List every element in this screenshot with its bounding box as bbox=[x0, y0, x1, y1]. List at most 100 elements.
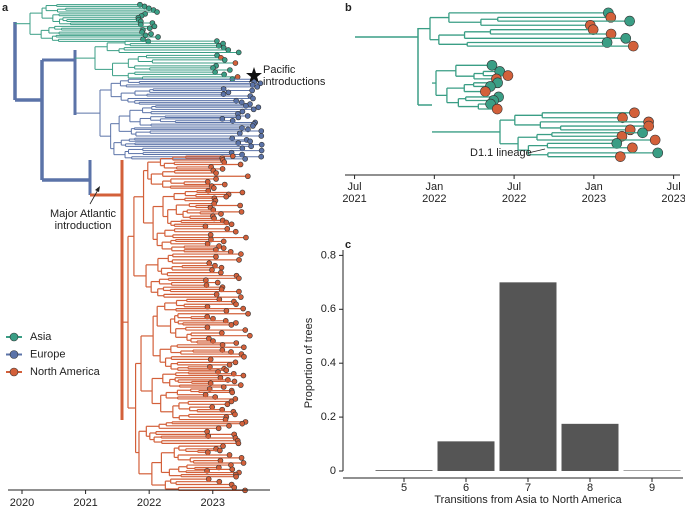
tree-tip bbox=[209, 267, 215, 273]
tree-tip bbox=[224, 401, 231, 408]
tree-tip bbox=[238, 251, 244, 257]
tree-tip bbox=[203, 277, 209, 284]
x-tick-label: 7 bbox=[525, 482, 531, 494]
tree-tip bbox=[232, 60, 239, 66]
bar bbox=[561, 423, 619, 471]
tree-tip bbox=[228, 221, 235, 228]
y-tick-label: 0 bbox=[330, 465, 336, 477]
tree-tip bbox=[231, 484, 238, 491]
tree-tip bbox=[213, 253, 219, 260]
tree-tip bbox=[213, 170, 219, 176]
x-tick-label: Jul 2021 bbox=[342, 181, 367, 205]
tree-tip bbox=[627, 40, 639, 52]
tree-tip bbox=[227, 67, 233, 73]
star bbox=[246, 67, 262, 83]
tree-tip bbox=[214, 279, 221, 286]
legend-marker bbox=[9, 367, 19, 377]
tree-tip bbox=[247, 332, 253, 339]
annotation: D1.1 lineage bbox=[470, 147, 532, 159]
tree-tip bbox=[223, 193, 230, 200]
tree-tip bbox=[207, 380, 214, 387]
tree-tip bbox=[258, 153, 265, 160]
legend-label: Europe bbox=[30, 348, 65, 360]
legend-label: North America bbox=[30, 366, 101, 378]
tree-tip bbox=[215, 425, 222, 432]
x-tick-label: 2023 bbox=[201, 497, 225, 508]
annotation: Pacific introductions bbox=[263, 64, 326, 88]
bar bbox=[623, 470, 681, 471]
x-tick-label: 2020 bbox=[10, 497, 34, 508]
tree-tip bbox=[605, 12, 617, 23]
tree-tip bbox=[237, 382, 244, 388]
tree-tip bbox=[235, 440, 242, 447]
tree-tip bbox=[627, 142, 638, 154]
tree-tip bbox=[230, 153, 236, 159]
tree-tip bbox=[226, 362, 233, 368]
tree-tip bbox=[209, 404, 216, 410]
tree-tip bbox=[148, 31, 154, 37]
panel-label: b bbox=[345, 2, 352, 14]
tree-tip bbox=[245, 173, 251, 180]
tree-tip bbox=[241, 353, 247, 360]
tree-tip bbox=[242, 327, 249, 333]
tree-tip bbox=[257, 80, 264, 87]
tree-tip bbox=[237, 202, 243, 209]
tree-tip bbox=[480, 86, 491, 97]
tree-tip bbox=[139, 29, 145, 35]
tree-tip bbox=[220, 91, 227, 98]
tree-tip bbox=[244, 113, 251, 119]
tree-tip bbox=[616, 130, 628, 142]
tree-tip bbox=[232, 396, 239, 402]
tree-tip bbox=[239, 108, 246, 115]
tree-tip bbox=[232, 228, 239, 235]
tree-tip bbox=[624, 15, 635, 27]
tree-tip bbox=[219, 330, 225, 336]
tree-tip bbox=[239, 145, 246, 152]
tree-tip bbox=[217, 457, 224, 464]
tree-tip bbox=[212, 69, 218, 75]
tree-tip bbox=[247, 138, 253, 145]
tree-tip bbox=[240, 460, 247, 466]
x-tick-label: 6 bbox=[463, 482, 469, 494]
tree-tip bbox=[235, 49, 242, 56]
tree-tip bbox=[216, 464, 222, 471]
tree-tip bbox=[226, 452, 233, 458]
tree-tip bbox=[214, 38, 220, 44]
tree-tip bbox=[204, 428, 210, 435]
x-tick-label: 2021 bbox=[73, 497, 97, 508]
tree-tip bbox=[233, 301, 239, 308]
tree-tip bbox=[232, 411, 238, 418]
y-axis-label: Proportion of trees bbox=[303, 317, 315, 408]
panel-label: a bbox=[2, 2, 9, 14]
tree-tip bbox=[258, 147, 265, 154]
y-tick-label: 0.8 bbox=[321, 249, 336, 261]
legend-label: Asia bbox=[30, 331, 52, 343]
tree-tip bbox=[258, 141, 265, 148]
tree-tip bbox=[219, 342, 226, 348]
tree-tip bbox=[250, 106, 257, 113]
x-tick-label: 8 bbox=[587, 482, 593, 494]
tree-tip bbox=[234, 74, 241, 80]
tree-tip bbox=[236, 288, 242, 295]
tree-tip bbox=[238, 209, 245, 215]
tree-tip bbox=[643, 120, 655, 132]
tree-tip bbox=[255, 104, 262, 111]
tree-tip bbox=[238, 455, 245, 461]
tree-tip bbox=[219, 166, 226, 172]
tree-tip bbox=[229, 389, 236, 396]
y-tick-label: 0.4 bbox=[321, 357, 336, 369]
tree-tip bbox=[218, 211, 224, 217]
tree-tip bbox=[237, 130, 243, 137]
tree-tip bbox=[258, 133, 265, 139]
tree-tip bbox=[213, 291, 220, 298]
tree-tip bbox=[223, 367, 230, 374]
tree-tip bbox=[238, 99, 245, 106]
tree-tip bbox=[205, 449, 211, 456]
tree-tip bbox=[146, 5, 152, 12]
tree-tip bbox=[601, 37, 613, 48]
tree-tip bbox=[224, 226, 231, 232]
tree-tip bbox=[208, 236, 214, 243]
tree-tip bbox=[228, 398, 235, 405]
tree-tip bbox=[637, 127, 648, 139]
